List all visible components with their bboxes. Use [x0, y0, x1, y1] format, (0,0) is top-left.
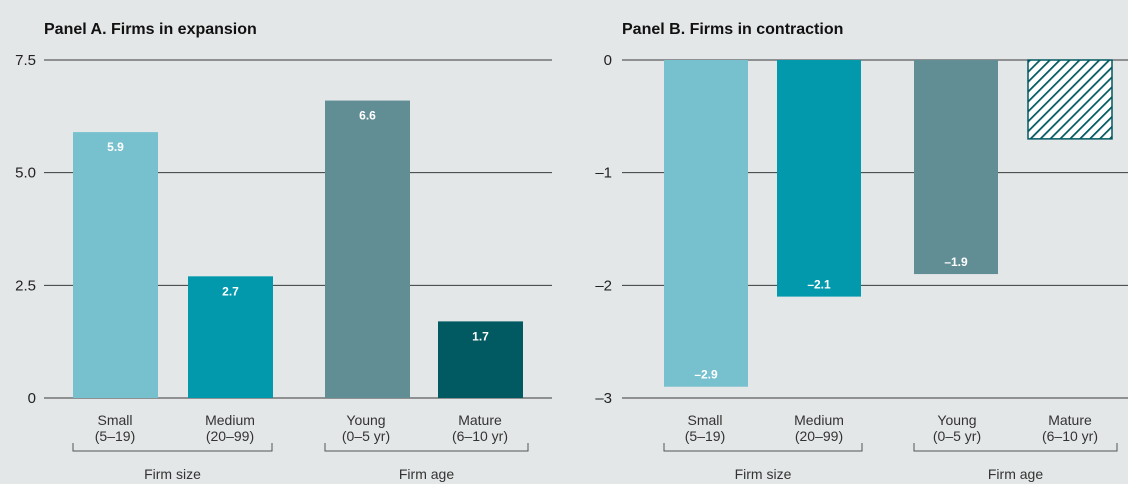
bar [1027, 59, 1113, 140]
data-label: 6.6 [359, 109, 376, 123]
category-label: (6–10 yr) [1042, 428, 1098, 444]
category-label: Medium [794, 412, 844, 428]
bar [664, 60, 748, 387]
bar [777, 60, 861, 297]
bar [188, 276, 273, 398]
panel-a-title: Panel A. Firms in expansion [44, 21, 257, 38]
data-label: –2.1 [807, 278, 831, 292]
group-bracket [72, 443, 273, 452]
category-label: Young [937, 412, 976, 428]
y-tick-label: 2.5 [15, 277, 36, 294]
data-label: 1.7 [472, 329, 489, 343]
bar [73, 132, 158, 398]
group-label: Firm age [399, 466, 454, 482]
panel-b: Panel B. Firms in contraction –3 –2 –1 0 –2.… [595, 21, 1128, 482]
category-label: Small [687, 412, 722, 428]
group-label: Firm age [988, 466, 1043, 482]
y-tick-label: –2 [595, 277, 612, 294]
category-label: Medium [205, 412, 255, 428]
data-label: 2.7 [222, 284, 239, 298]
y-tick-label: 7.5 [15, 52, 36, 69]
group-bracket [324, 443, 529, 452]
category-label: (5–19) [685, 428, 725, 444]
group-label: Firm size [735, 466, 792, 482]
y-tick-label: 0 [28, 390, 36, 407]
y-tick-label: 0 [604, 52, 612, 69]
panel-a: Panel A. Firms in expansion 0 2.5 5.0 7.5 5.… [15, 21, 552, 482]
y-tick-label: –1 [595, 165, 612, 182]
y-tick-label: 5.0 [15, 165, 36, 182]
category-label: Mature [1048, 412, 1092, 428]
group-label: Firm size [144, 466, 201, 482]
category-label: (20–99) [795, 428, 843, 444]
y-tick-label: –3 [595, 390, 612, 407]
category-label: (0–5 yr) [342, 428, 390, 444]
category-label: Young [346, 412, 385, 428]
data-label: –2.9 [694, 368, 718, 382]
category-label: (5–19) [95, 428, 135, 444]
bar [325, 100, 410, 398]
data-label: –1.9 [944, 255, 968, 269]
panel-b-title: Panel B. Firms in contraction [622, 21, 843, 38]
data-label: 5.9 [107, 140, 124, 154]
category-label: Mature [458, 412, 502, 428]
bar [914, 60, 998, 275]
bar [438, 321, 523, 398]
category-label: (0–5 yr) [933, 428, 981, 444]
group-bracket [663, 443, 863, 452]
category-label: Small [97, 412, 132, 428]
category-label: (20–99) [206, 428, 254, 444]
group-bracket [913, 443, 1118, 452]
category-label: (6–10 yr) [452, 428, 508, 444]
